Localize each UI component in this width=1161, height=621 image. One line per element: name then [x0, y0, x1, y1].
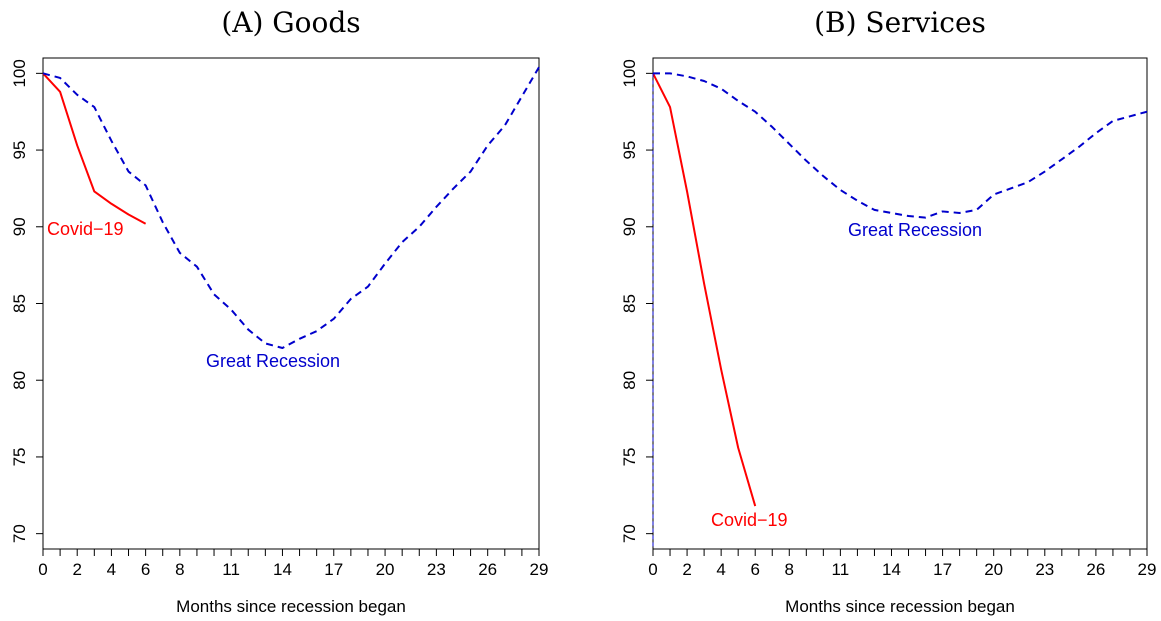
x-tick-label: 0: [648, 560, 657, 579]
series-line-great-recession: [42, 66, 540, 349]
x-tick-label: 2: [72, 560, 81, 579]
plot-frame: [42, 57, 540, 550]
y-tick-label: 80: [10, 371, 29, 390]
x-tick-label: 2: [682, 560, 691, 579]
x-tick-label: 4: [107, 560, 116, 579]
x-tick-label: 17: [933, 560, 952, 579]
x-tick-label: 26: [1086, 560, 1105, 579]
x-tick-label: 23: [427, 560, 446, 579]
chart-panel-1: (A) Goods 0 2 4 6 8 11 14 17 20 23 26 29 70 75 80 85 90 95…: [10, 6, 548, 616]
x-axis-label: Months since recession began: [176, 597, 406, 616]
x-tick-label: 26: [478, 560, 497, 579]
x-tick-label: 8: [175, 560, 184, 579]
series-label-covid-19: Covid−19: [711, 510, 788, 530]
y-tick-label: 85: [10, 294, 29, 313]
x-tick-label: 0: [38, 560, 47, 579]
x-tick-label: 29: [530, 560, 549, 579]
x-tick-label: 4: [716, 560, 725, 579]
series-label-great-recession: Great Recession: [848, 220, 982, 240]
panel-title: (A) Goods: [221, 6, 360, 39]
y-tick-label: 70: [620, 524, 639, 543]
y-tick-label: 85: [620, 294, 639, 313]
y-tick-label: 75: [10, 447, 29, 466]
series-line-covid-19: [652, 72, 757, 507]
y-tick-label: 70: [10, 524, 29, 543]
y-tick-label: 90: [620, 217, 639, 236]
y-tick-label: 75: [620, 447, 639, 466]
y-tick-label: 95: [620, 141, 639, 160]
x-tick-label: 20: [984, 560, 1003, 579]
y-tick-label: 80: [620, 371, 639, 390]
x-tick-label: 8: [785, 560, 794, 579]
series-label-covid-19: Covid−19: [47, 219, 124, 239]
panel-title: (B) Services: [814, 6, 986, 39]
x-tick-label: 29: [1138, 560, 1157, 579]
chart-panel-2: (B) Services 0 2 4 6 8 11 14 17 20 23 26 29 70 75 80 85 9…: [620, 6, 1156, 616]
x-tick-label: 11: [222, 560, 240, 579]
y-tick-label: 90: [10, 217, 29, 236]
x-tick-label: 14: [882, 560, 901, 579]
x-tick-label: 6: [141, 560, 150, 579]
x-tick-label: 14: [273, 560, 292, 579]
y-tick-label: 100: [10, 59, 29, 87]
x-tick-label: 17: [324, 560, 343, 579]
x-axis-label: Months since recession began: [785, 597, 1015, 616]
series-line-great-recession: [653, 72, 1148, 219]
x-tick-label: 23: [1035, 560, 1054, 579]
x-tick-label: 11: [832, 560, 850, 579]
y-tick-label: 95: [10, 141, 29, 160]
plot-frame: [652, 57, 1148, 550]
series-line-covid-19: [42, 72, 147, 225]
x-tick-label: 6: [750, 560, 759, 579]
series-label-great-recession: Great Recession: [206, 351, 340, 371]
x-tick-label: 20: [376, 560, 395, 579]
y-tick-label: 100: [620, 59, 639, 87]
